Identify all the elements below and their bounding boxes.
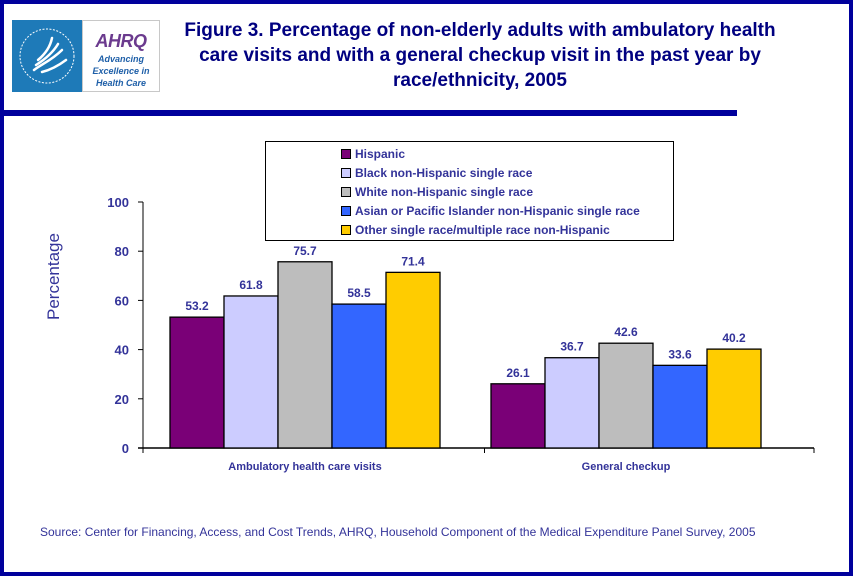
legend-item: Hispanic (341, 144, 405, 163)
legend-item: Other single race/multiple race non-Hisp… (341, 220, 610, 239)
legend-item: Black non-Hispanic single race (341, 163, 532, 182)
legend-swatch (341, 186, 351, 197)
ahrq-brand: AHRQ Advancing Excellence in Health Care (82, 20, 160, 92)
legend-item: Asian or Pacific Islander non-Hispanic s… (341, 201, 640, 220)
legend-label: Other single race/multiple race non-Hisp… (355, 222, 610, 237)
legend-swatch (341, 148, 351, 159)
legend-swatch (341, 167, 351, 178)
legend-label: Hispanic (355, 146, 406, 161)
legend-label: White non-Hispanic single race (355, 184, 534, 199)
legend-label: Asian or Pacific Islander non-Hispanic s… (355, 203, 640, 218)
ahrq-tagline-3: Health Care (95, 78, 147, 88)
legend-swatch (341, 224, 351, 235)
ahrq-logo: AHRQ Advancing Excellence in Health Care (12, 20, 160, 92)
ahrq-tagline-1: Advancing (97, 54, 144, 64)
ahrq-wordmark: AHRQ (95, 31, 148, 51)
legend-label: Black non-Hispanic single race (355, 165, 533, 180)
title-divider (4, 110, 737, 116)
source-note: Source: Center for Financing, Access, an… (40, 525, 756, 539)
legend-swatch (341, 205, 351, 216)
hhs-eagle-icon (12, 20, 82, 92)
chart-title: Figure 3. Percentage of non-elderly adul… (184, 20, 776, 91)
ahrq-tagline-2: Excellence in (92, 66, 150, 76)
y-axis-label: Percentage (44, 233, 63, 320)
chart-legend: Hispanic Black non-Hispanic single race … (265, 141, 674, 241)
legend-item: White non-Hispanic single race (341, 182, 533, 201)
